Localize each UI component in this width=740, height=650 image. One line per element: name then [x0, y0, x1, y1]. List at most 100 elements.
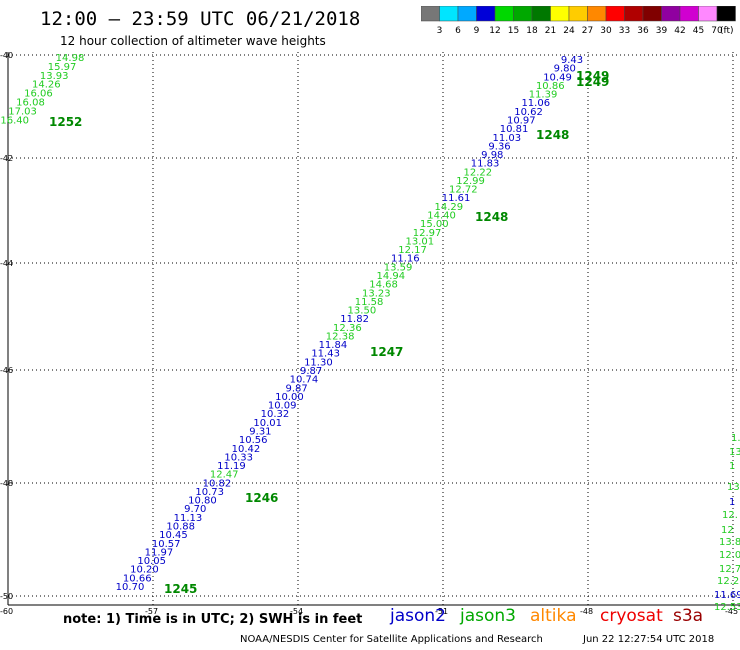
- swh-value: 15.00: [420, 219, 449, 230]
- swh-value: 9.98: [481, 150, 503, 161]
- swh-value: 9.43: [561, 55, 583, 66]
- swh-value: 11.97: [145, 547, 174, 558]
- longitude-label: -54: [290, 607, 303, 616]
- swh-value: 11.30: [304, 357, 333, 368]
- pass-time-label: 1249: [576, 69, 609, 83]
- color-scale-tick: 42: [674, 26, 685, 36]
- credit-line: NOAA/NESDIS Center for Satellite Applica…: [240, 634, 543, 645]
- swh-value: 10.86: [536, 81, 565, 92]
- swh-value: 11.03: [492, 133, 521, 144]
- swh-value: 10.74: [290, 375, 319, 386]
- swh-value: 12.36: [333, 323, 362, 334]
- legend-jason3: jason3: [460, 606, 516, 626]
- swh-value: 11.43: [311, 349, 340, 360]
- swh-value: 10.00: [275, 392, 304, 403]
- pass-time-label: 1246: [245, 491, 278, 505]
- color-scale-tick: 36: [637, 26, 649, 36]
- pass-time-label: 1252: [49, 115, 82, 129]
- color-scale-tick: 70: [711, 26, 723, 36]
- color-scale-tick: 39: [656, 26, 668, 36]
- swh-value: 11.16: [391, 254, 420, 265]
- swh-value: 10.45: [159, 530, 188, 541]
- swh-value: 14.26: [32, 80, 61, 91]
- swh-value: 11.19: [217, 461, 246, 472]
- pass-time-label: 1248: [475, 210, 508, 224]
- color-scale-tick: 6: [455, 26, 461, 36]
- generated-timestamp: Jun 22 12:27:54 UTC 2018: [583, 634, 715, 645]
- swh-value: 13.01: [406, 236, 435, 247]
- latitude-label: -44: [0, 259, 13, 268]
- swh-value: 11.61: [442, 193, 471, 204]
- color-scale-tick: 24: [563, 26, 575, 36]
- footnote: note: 1) Time is in UTC; 2) SWH is in fe…: [63, 612, 363, 627]
- swh-value: 10.73: [195, 487, 224, 498]
- swh-value: 1: [729, 497, 735, 508]
- swh-value: 16.06: [24, 89, 53, 100]
- swh-value: 13.8: [719, 537, 740, 548]
- swh-value: 14.94: [377, 271, 406, 282]
- pass-time-label: 1249: [576, 75, 609, 89]
- swh-value: 9.87: [286, 383, 308, 394]
- swh-value: 10.88: [166, 522, 195, 533]
- pass-time-label: 1247: [370, 345, 403, 359]
- swh-value: 10.20: [130, 565, 159, 576]
- longitude-label: -48: [580, 607, 593, 616]
- swh-value: 17.03: [8, 106, 37, 117]
- swh-value: 9.80: [554, 64, 576, 75]
- swh-value: 10.66: [123, 573, 152, 584]
- latitude-label: -42: [0, 154, 13, 163]
- swh-value: 9.70: [184, 504, 206, 515]
- swh-value: 11.39: [529, 90, 558, 101]
- swh-value: 14.40: [427, 211, 456, 222]
- color-scale-tick: 15: [508, 26, 519, 36]
- swh-value: 10.42: [232, 444, 261, 455]
- swh-value: 10.70: [116, 582, 145, 593]
- swh-value: 11.84: [319, 340, 348, 351]
- swh-value: 10.32: [261, 409, 290, 420]
- color-scale-legend: 3 6 9 12 15 18 21 24 27 30 33 36 39 42 45 70(ft): [421, 6, 736, 36]
- swh-value: 12.99: [456, 176, 485, 187]
- longitude-label: -51: [435, 607, 448, 616]
- swh-value: 16.40: [0, 115, 29, 126]
- color-scale-tick: 27: [582, 26, 593, 36]
- swh-value: 11.83: [471, 159, 500, 170]
- color-scale-tick: 30: [600, 26, 612, 36]
- swh-value: 10.56: [239, 435, 268, 446]
- swh-value: 16.08: [16, 98, 45, 109]
- swh-value: 13.59: [384, 262, 413, 273]
- swh-value: 1: [729, 461, 735, 472]
- swh-value: 11.69: [714, 590, 740, 601]
- legend-jason2: jason2: [390, 606, 446, 626]
- swh-value: 15.97: [48, 62, 77, 73]
- swh-value: 10.81: [500, 124, 529, 135]
- swh-value: 10.01: [253, 418, 282, 429]
- latitude-label: -40: [0, 51, 13, 60]
- swh-value: 12.53: [714, 602, 740, 613]
- legend-cryosat: cryosat: [600, 606, 663, 626]
- longitude-label: -60: [0, 607, 13, 616]
- swh-value: 13.50: [348, 306, 377, 317]
- swh-value: 1.: [731, 433, 740, 444]
- color-scale-tick: 33: [619, 26, 630, 36]
- swh-value: 10.09: [268, 401, 297, 412]
- swh-value: 12: [721, 525, 734, 536]
- swh-value: 10.97: [507, 115, 536, 126]
- swh-value: 14.68: [369, 280, 398, 291]
- swh-value: 9.36: [488, 141, 510, 152]
- pass-time-label: 1248: [536, 128, 569, 142]
- legend-s3a: s3a: [673, 606, 704, 626]
- swh-value: 12.: [722, 510, 738, 521]
- color-scale-tick: 21: [545, 26, 556, 36]
- swh-value: 13: [727, 482, 740, 493]
- legend-altika: altika: [530, 606, 577, 626]
- chart-title: 12:00 – 23:59 UTC 06/21/2018: [40, 8, 361, 30]
- latitude-label: -50: [0, 592, 13, 601]
- swh-value: 12.47: [210, 470, 239, 481]
- color-scale-tick: 12: [489, 26, 500, 36]
- swh-value: 11.06: [521, 98, 550, 109]
- swh-value: 12.17: [398, 245, 427, 256]
- latitude-label: -48: [0, 479, 13, 488]
- color-scale-tick: 9: [474, 26, 480, 36]
- swh-value: 12.0: [719, 550, 740, 561]
